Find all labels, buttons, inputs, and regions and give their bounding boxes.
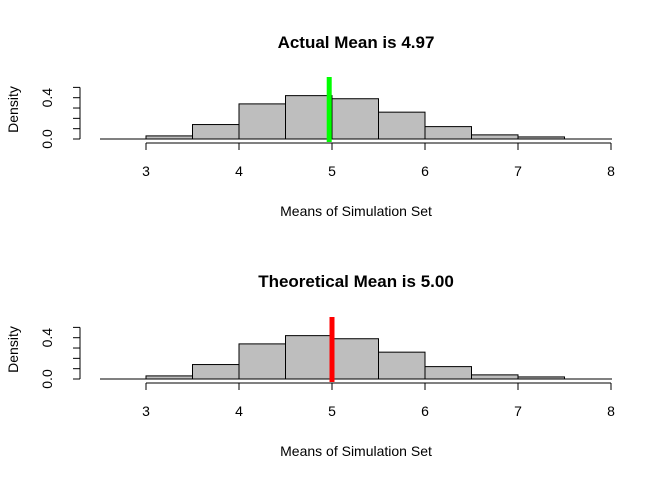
x-tick-label: 7 (514, 403, 522, 419)
x-tick-label: 5 (328, 163, 336, 179)
y-axis-label: Density (5, 86, 21, 133)
histogram-bar (238, 103, 286, 140)
histogram-bar (424, 126, 472, 140)
x-tick-label: 3 (142, 163, 150, 179)
x-tick-label: 8 (607, 403, 615, 419)
histogram-bar (192, 364, 240, 380)
x-tick-label: 6 (421, 163, 429, 179)
x-tick-label: 8 (607, 163, 615, 179)
histogram-bar (378, 351, 426, 380)
histogram-bar (285, 335, 333, 380)
x-tick-label: 4 (235, 163, 243, 179)
y-tick-label: 0.0 (39, 129, 55, 149)
histogram-bar (471, 374, 519, 380)
histogram-panel-1: Actual Mean is 4.97 3 4 5 6 7 8 0.0 0.4 Means of … (5, 33, 615, 219)
histogram-bar (424, 366, 472, 380)
x-tick-label: 3 (142, 403, 150, 419)
histogram-bar (517, 136, 565, 140)
histogram-bar (517, 376, 565, 380)
y-tick-label: 0.0 (39, 369, 55, 389)
y-tick-label: 0.4 (39, 328, 55, 348)
chart-title: Theoretical Mean is 5.00 (258, 272, 454, 291)
histogram-bar (471, 134, 519, 140)
histogram-bar (192, 124, 240, 140)
histogram-bar (331, 338, 379, 380)
histogram-bar (285, 95, 333, 140)
histogram-bar (145, 375, 193, 380)
x-tick-label: 7 (514, 163, 522, 179)
x-tick-label: 5 (328, 403, 336, 419)
x-axis-label: Means of Simulation Set (280, 203, 432, 219)
histogram-bar (145, 135, 193, 140)
x-tick-label: 4 (235, 403, 243, 419)
chart-title: Actual Mean is 4.97 (278, 33, 435, 52)
histogram-bar (238, 343, 286, 380)
histogram-panel-2: Theoretical Mean is 5.00 3 4 5 6 7 8 0.0 0.4 Mean… (5, 272, 615, 459)
y-tick-label: 0.4 (39, 88, 55, 108)
histogram-bar (331, 98, 379, 140)
x-tick-label: 6 (421, 403, 429, 419)
x-axis-label: Means of Simulation Set (280, 443, 432, 459)
y-axis-label: Density (5, 326, 21, 373)
histogram-bar (378, 111, 426, 140)
